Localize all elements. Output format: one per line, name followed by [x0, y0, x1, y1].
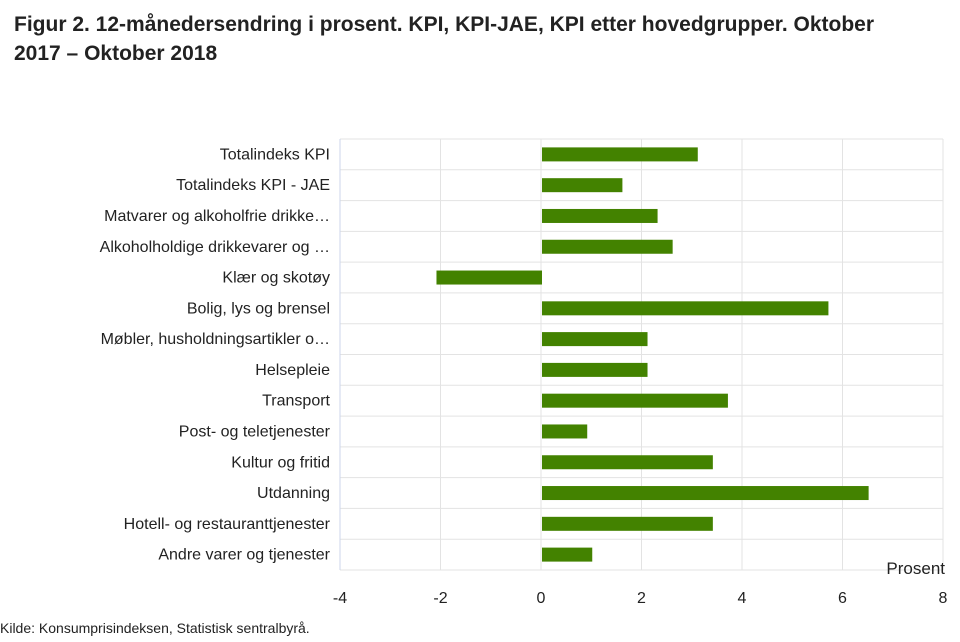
x-tick-label: 2: [637, 590, 646, 607]
source-note: Kilde: Konsumprisindeksen, Statistisk se…: [0, 620, 310, 636]
x-tick-label: 0: [537, 590, 546, 607]
bar: [542, 486, 869, 501]
x-axis-label: Prosent: [886, 559, 945, 578]
category-label: Helsepleie: [255, 362, 330, 379]
bar: [542, 239, 673, 254]
category-label: Møbler, husholdningsartikler o…: [101, 331, 330, 348]
category-label: Matvarer og alkoholfrie drikke…: [104, 208, 330, 225]
bar: [542, 393, 728, 408]
category-label: Utdanning: [257, 485, 330, 502]
category-label: Kultur og fritid: [231, 454, 330, 471]
bar: [542, 208, 658, 223]
category-label: Totalindeks KPI: [220, 146, 330, 163]
category-label: Totalindeks KPI - JAE: [176, 177, 330, 194]
bar: [542, 424, 588, 439]
category-label: Hotell- og restauranttjenester: [124, 516, 331, 533]
bar: [436, 270, 542, 285]
category-label: Post- og teletjenester: [179, 423, 331, 440]
bar: [542, 178, 623, 193]
category-label: Andre varer og tjenester: [158, 547, 330, 564]
bar: [542, 516, 713, 531]
x-tick-label: -4: [333, 590, 347, 607]
bar: [542, 455, 713, 470]
bar: [542, 547, 593, 562]
category-label: Transport: [262, 393, 330, 410]
category-label: Klær og skotøy: [222, 270, 330, 287]
chart-title: Figur 2. 12-månedersendring i prosent. K…: [14, 13, 875, 65]
category-label: Bolig, lys og brensel: [187, 300, 330, 317]
category-label: Alkoholholdige drikkevarer og …: [100, 239, 330, 256]
x-tick-label: 4: [738, 590, 747, 607]
bar: [542, 362, 648, 377]
bar: [542, 147, 698, 162]
x-tick-label: 8: [939, 590, 948, 607]
bar: [542, 301, 829, 316]
x-tick-label: -2: [433, 590, 447, 607]
bar: [542, 332, 648, 347]
x-tick-label: 6: [838, 590, 847, 607]
